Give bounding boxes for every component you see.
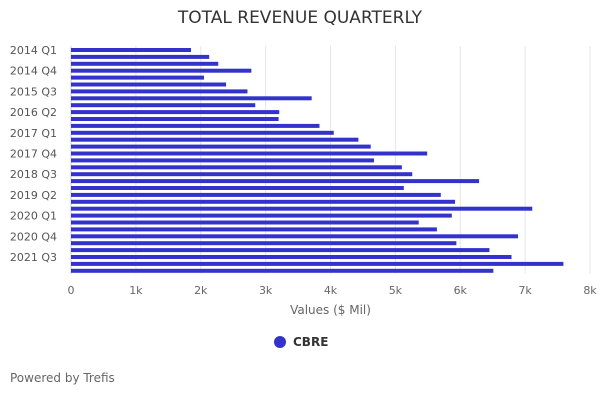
bar: [71, 199, 456, 204]
bar: [71, 151, 428, 156]
bar: [71, 165, 402, 170]
x-tick-label: 0: [68, 284, 75, 297]
bar: [71, 255, 512, 259]
y-tick-label: 2015 Q3: [10, 85, 57, 98]
x-tick-label: 1k: [129, 284, 143, 297]
y-tick-label: 2017 Q1: [10, 127, 57, 140]
y-tick-label: 2021 Q3: [10, 251, 57, 264]
bar: [71, 123, 320, 128]
bar: [71, 48, 192, 52]
bar: [71, 186, 404, 190]
bar: [71, 68, 252, 73]
bar: [71, 110, 280, 115]
powered-by: Powered by Trefis: [10, 371, 115, 385]
legend-marker: [274, 336, 286, 348]
x-tick-label: 3k: [259, 284, 273, 297]
bar: [71, 241, 457, 246]
bar: [71, 268, 494, 273]
bar: [71, 61, 219, 66]
y-tick-label: 2019 Q2: [10, 189, 57, 202]
x-tick-label: 8k: [583, 284, 597, 297]
bar: [71, 144, 371, 149]
chart-title: TOTAL REVENUE QUARTERLY: [177, 8, 423, 28]
bar: [71, 103, 256, 108]
bar: [71, 192, 441, 197]
x-tick-label: 5k: [389, 284, 403, 297]
bar: [71, 54, 210, 59]
y-tick-label: 2014 Q1: [10, 44, 57, 57]
x-tick-label: 2k: [194, 284, 208, 297]
x-tick-label: 6k: [454, 284, 468, 297]
y-tick-label: 2020 Q4: [10, 230, 57, 243]
y-tick-label: 2018 Q3: [10, 168, 57, 181]
x-tick-label: 4k: [324, 284, 338, 297]
bar: [71, 96, 312, 101]
bar: [71, 220, 419, 225]
bar: [71, 117, 279, 121]
x-tick-label: 7k: [518, 284, 532, 297]
bar: [71, 248, 490, 253]
y-tick-label: 2017 Q4: [10, 148, 57, 161]
bar: [71, 89, 248, 94]
bar: [71, 213, 452, 218]
bar: [71, 234, 518, 239]
bar: [71, 261, 564, 266]
y-tick-label: 2014 Q4: [10, 65, 57, 78]
bar: [71, 82, 227, 87]
y-tick-label: 2016 Q2: [10, 106, 57, 119]
bar: [71, 179, 480, 184]
bar: [71, 227, 437, 232]
bar: [71, 75, 204, 80]
bar: [71, 158, 374, 163]
legend-label: CBRE: [293, 335, 329, 349]
bar: [71, 172, 413, 177]
y-tick-label: 2020 Q1: [10, 210, 57, 223]
bar: [71, 206, 533, 211]
legend[interactable]: CBRE: [274, 335, 328, 349]
bar: [71, 130, 334, 135]
bar: [71, 137, 359, 142]
x-axis-title: Values ($ Mil): [290, 303, 371, 317]
